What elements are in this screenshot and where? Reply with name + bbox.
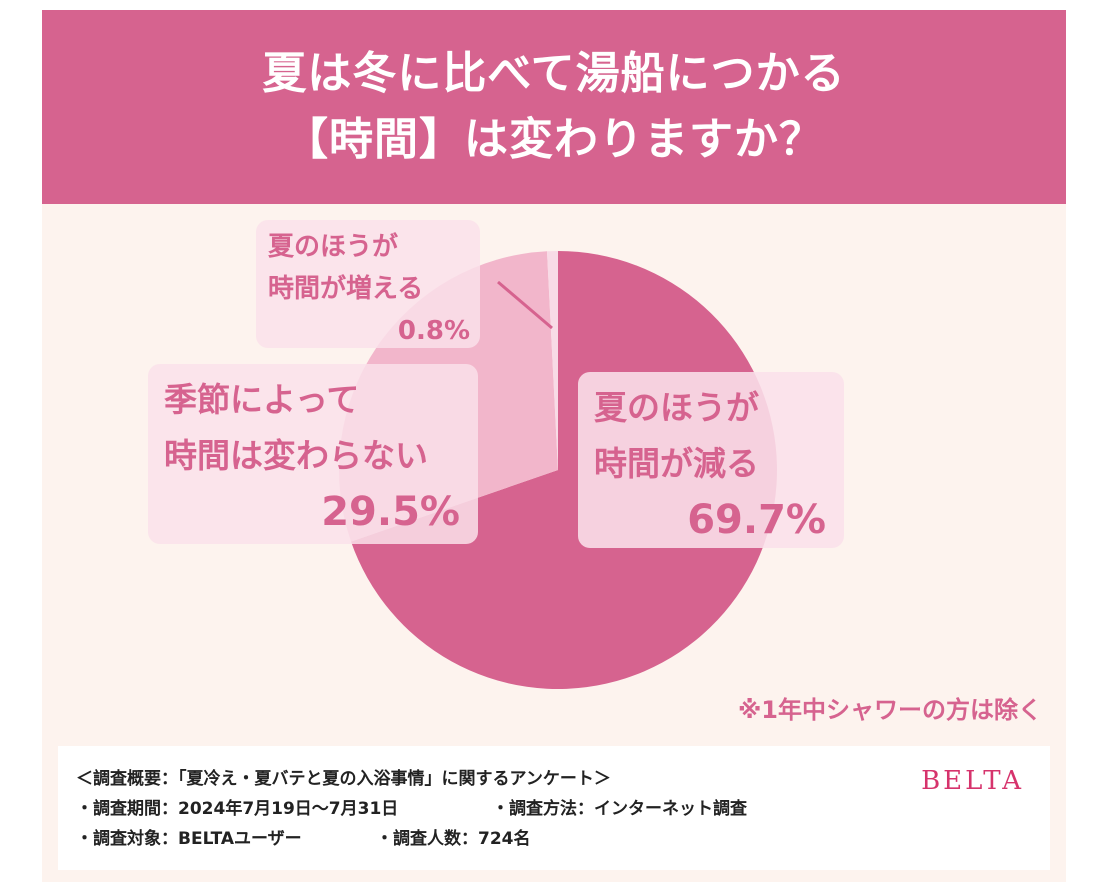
label-decrease-value: 69.7% <box>687 497 826 543</box>
survey-count: ・調査人数：724名 <box>376 829 531 849</box>
exclusion-note: ※1年中シャワーの方は除く <box>737 696 1042 724</box>
title: 夏は冬に比べて湯船につかる 【時間】は変わりますか？ <box>42 10 1066 204</box>
label-increase-value: 0.8% <box>397 316 470 346</box>
label-increase-line2: 時間が増える <box>268 274 424 304</box>
label-decrease-line2: 時間が減る <box>594 444 759 483</box>
pie-slice-decrease <box>351 251 777 689</box>
pie-slice-increase <box>546 251 558 470</box>
label-same-line2: 時間は変わらない <box>164 436 428 475</box>
label-increase-line1: 夏のほうが <box>268 232 399 262</box>
title-line-1: 夏は冬に比べて湯船につかる <box>262 48 846 99</box>
brand-logo: BELTA <box>921 766 1024 796</box>
leader-line <box>497 280 553 330</box>
label-same-value: 29.5% <box>321 489 460 535</box>
label-same-line1: 季節によって <box>164 380 360 419</box>
title-line-2: 【時間】は変わりますか？ <box>284 114 824 165</box>
label-decrease: 夏のほうが 時間が減る 69.7% <box>578 372 844 548</box>
title-banner <box>42 10 1066 204</box>
survey-period: ・調査期間：2024年7月19日〜7月31日 <box>76 799 399 819</box>
survey-heading: ＜調査概要：「夏冷え・夏バテと夏の入浴事情」に関するアンケート＞ <box>76 769 611 789</box>
survey-target: ・調査対象：BELTAユーザー <box>76 829 302 849</box>
survey-method: ・調査方法：インターネット調査 <box>492 799 747 819</box>
infographic-panel: 夏は冬に比べて湯船につかる 【時間】は変わりますか？ 夏のほうが 時間が増える … <box>42 10 1066 882</box>
survey-summary-box: ＜調査概要：「夏冷え・夏バテと夏の入浴事情」に関するアンケート＞ ・調査期間：2… <box>58 746 1050 870</box>
label-decrease-line1: 夏のほうが <box>594 388 759 427</box>
label-same: 季節によって 時間は変わらない 29.5% <box>148 364 478 544</box>
label-increase: 夏のほうが 時間が増える 0.8% <box>256 220 480 348</box>
